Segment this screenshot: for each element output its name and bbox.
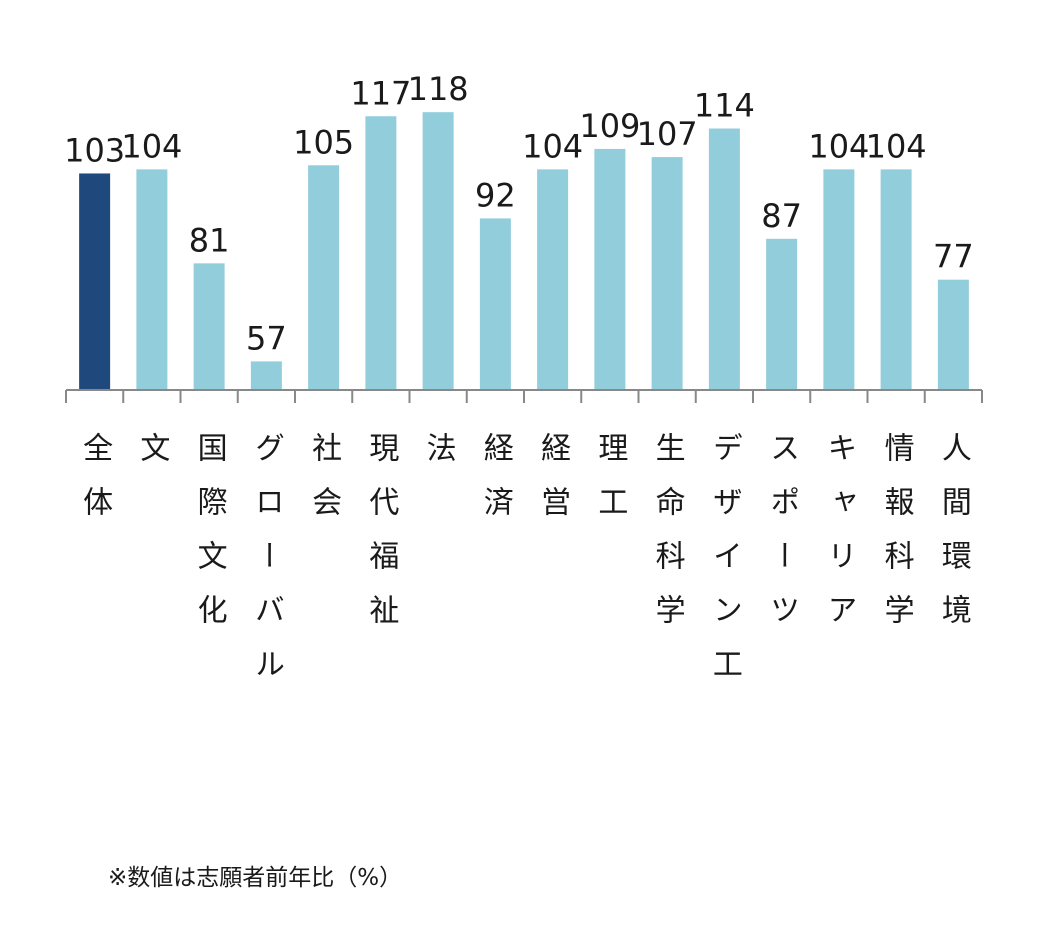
bar bbox=[594, 148, 626, 390]
x-tick-label: 情報科学 bbox=[879, 432, 915, 648]
data-label: 118 bbox=[408, 70, 469, 108]
data-label: 103 bbox=[64, 131, 125, 169]
data-label: 109 bbox=[579, 107, 640, 145]
data-label: 81 bbox=[189, 221, 230, 259]
bar bbox=[250, 361, 282, 390]
x-tick-label: 経済 bbox=[478, 432, 514, 540]
bar bbox=[193, 263, 225, 390]
x-tick-label: 現代福祉 bbox=[363, 432, 399, 648]
data-label: 114 bbox=[694, 87, 755, 125]
bar bbox=[308, 165, 340, 390]
x-tick-label: グローバル bbox=[249, 432, 284, 702]
data-label: 104 bbox=[522, 127, 583, 165]
data-label: 117 bbox=[350, 74, 411, 112]
x-tick-label: 生命科学 bbox=[650, 432, 686, 648]
data-label: 104 bbox=[808, 127, 869, 165]
x-tick-label: 文 bbox=[134, 432, 169, 486]
x-tick-label: キャリア bbox=[821, 432, 856, 648]
data-label: 104 bbox=[866, 127, 927, 165]
x-tick-label: 社会 bbox=[306, 432, 342, 540]
bar bbox=[79, 173, 111, 390]
bar bbox=[479, 218, 511, 390]
x-tick-label: スポーツ bbox=[764, 432, 799, 648]
bar bbox=[651, 157, 683, 390]
data-label: 57 bbox=[246, 319, 287, 357]
x-tick-label: 法 bbox=[421, 432, 456, 486]
bar bbox=[136, 169, 168, 390]
data-label: 92 bbox=[475, 176, 516, 214]
x-tick-label: 国際文化 bbox=[192, 432, 227, 648]
bar bbox=[708, 128, 740, 390]
bar bbox=[766, 238, 798, 390]
x-tick-label: 経営 bbox=[535, 432, 571, 540]
data-label: 107 bbox=[637, 115, 698, 153]
data-label: 105 bbox=[293, 123, 354, 161]
bar bbox=[937, 279, 969, 390]
data-label: 77 bbox=[933, 238, 974, 276]
x-tick-label: 理工 bbox=[592, 432, 627, 540]
data-label: 87 bbox=[761, 197, 802, 235]
data-label: 104 bbox=[121, 127, 182, 165]
bar bbox=[880, 169, 912, 390]
footnote: ※数値は志願者前年比（%） bbox=[108, 865, 402, 891]
x-tick-label: 人間環境 bbox=[936, 432, 972, 648]
bar bbox=[537, 169, 569, 390]
bar bbox=[422, 112, 454, 391]
bar bbox=[823, 169, 855, 390]
bar bbox=[365, 116, 397, 390]
x-tick-label: デザイン工 bbox=[707, 432, 742, 702]
x-tick-label: 全体 bbox=[77, 432, 113, 540]
